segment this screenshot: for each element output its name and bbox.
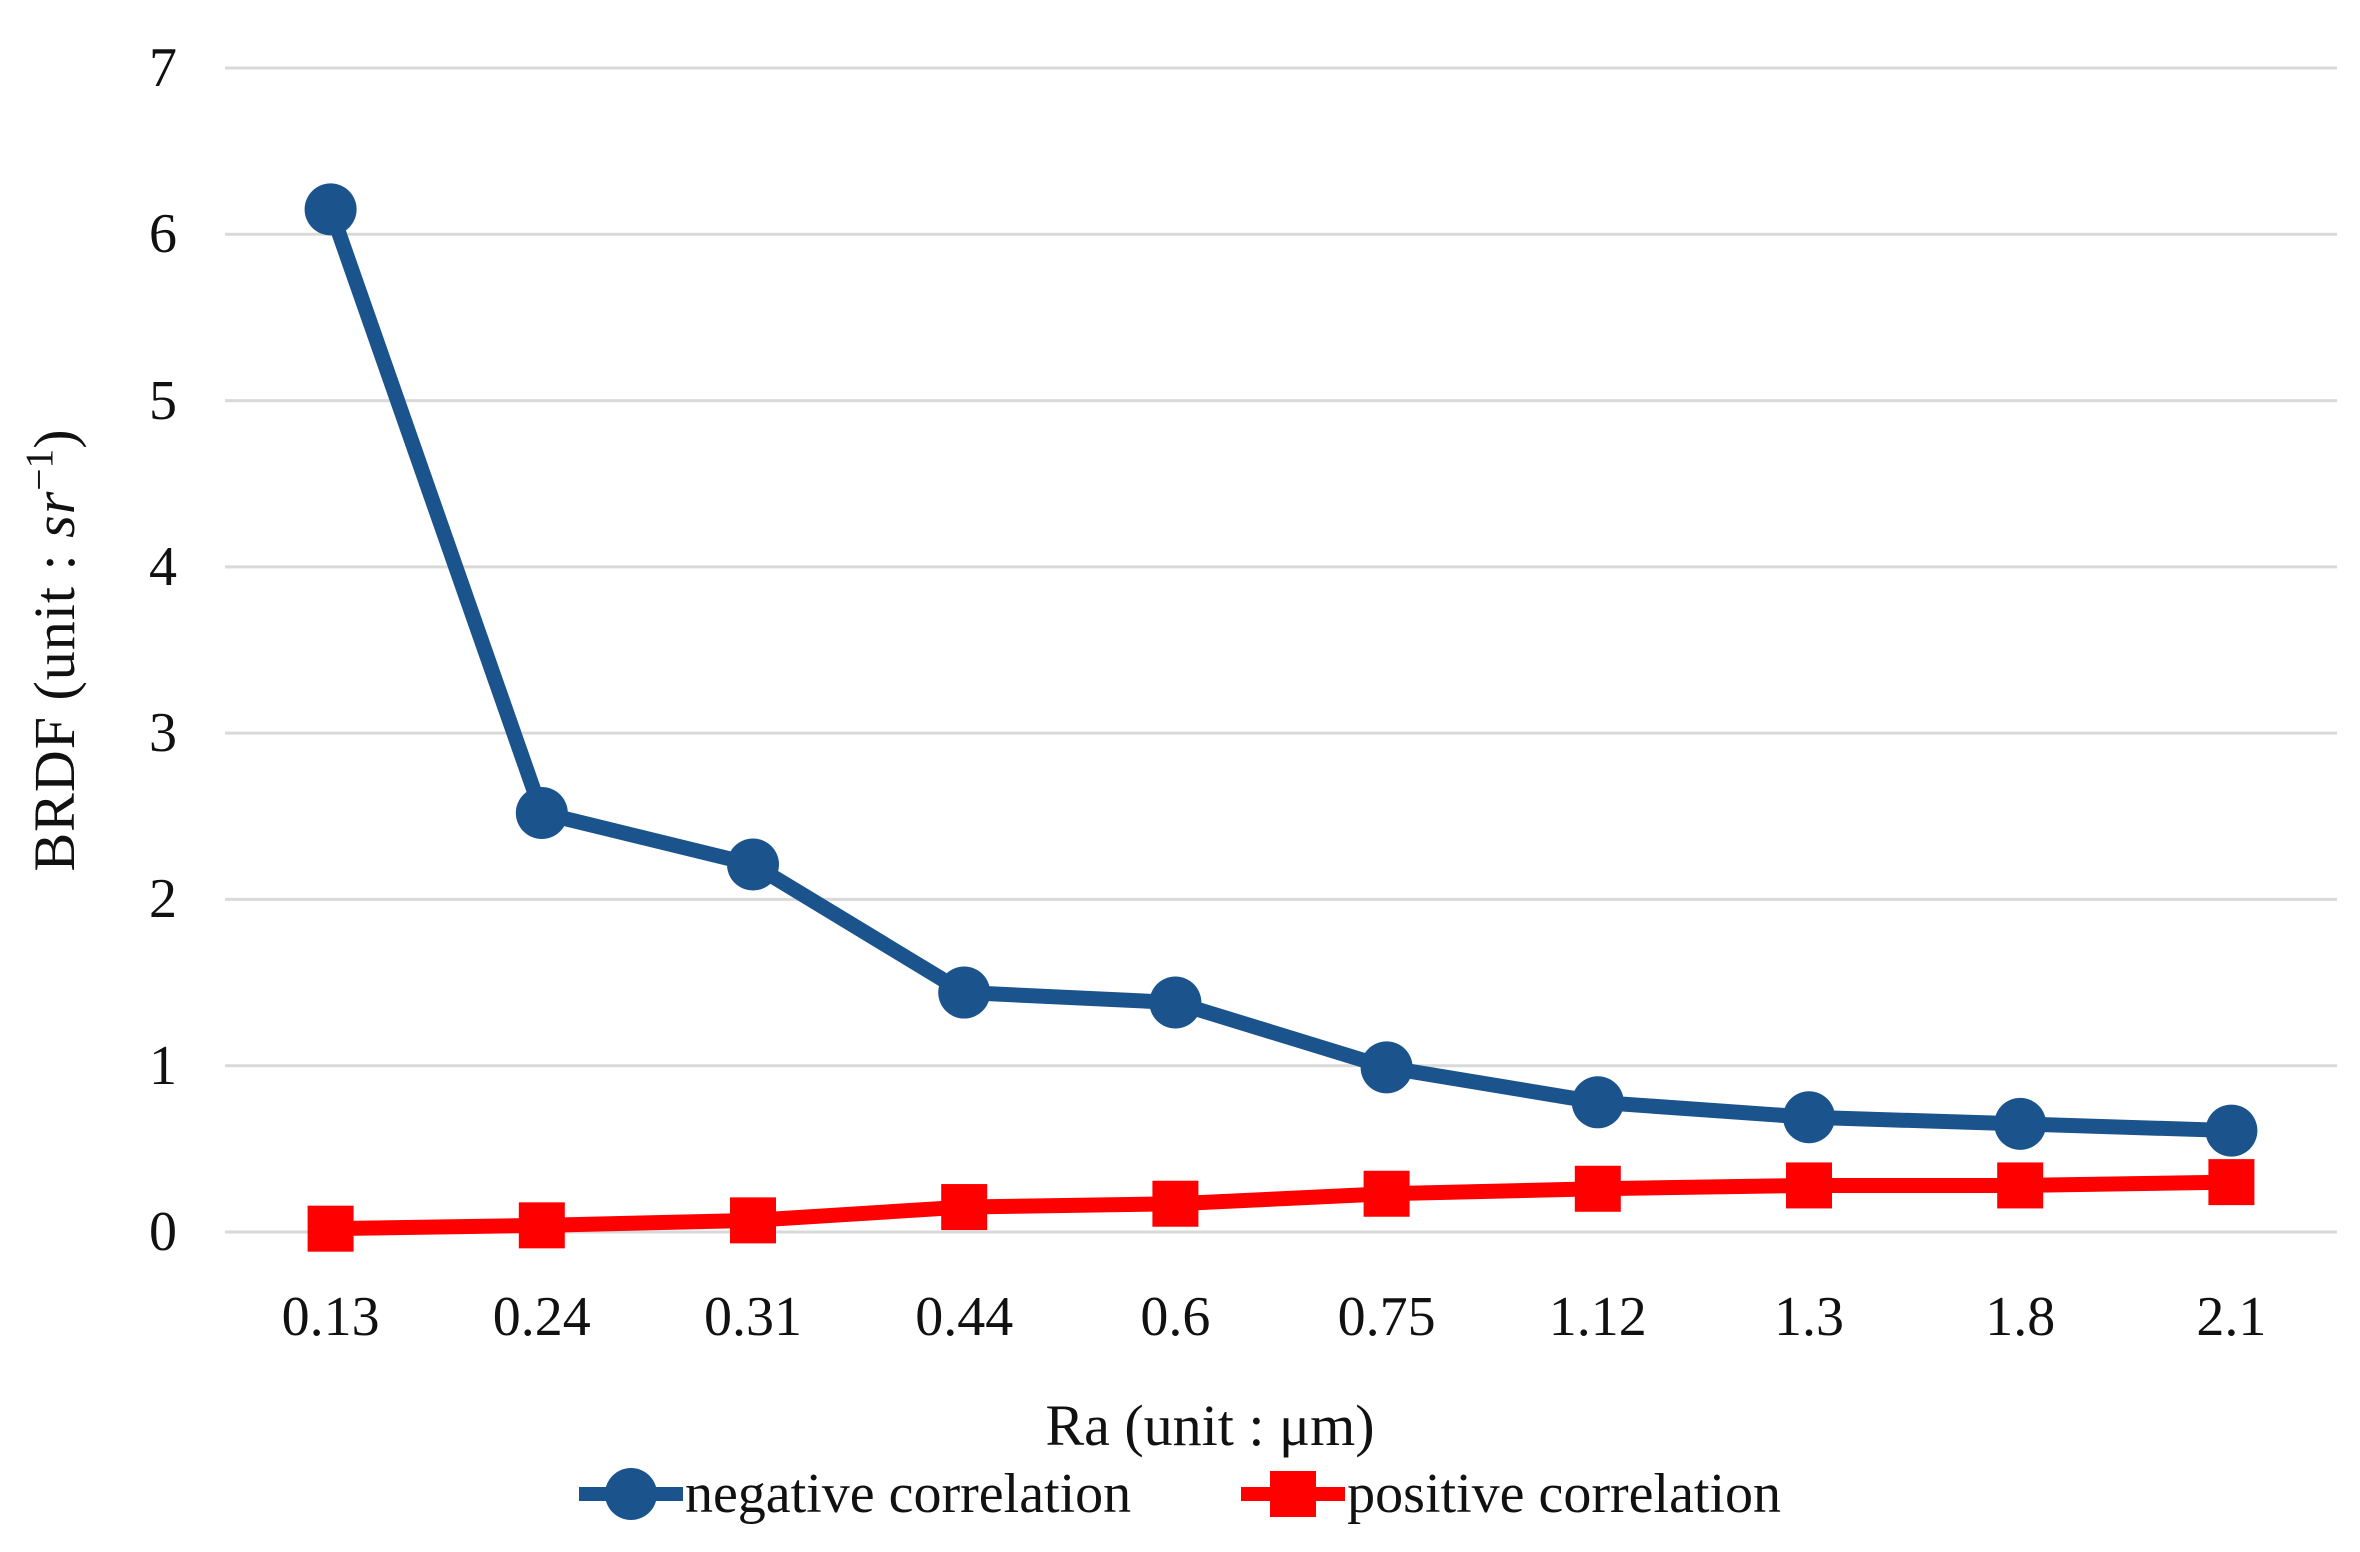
data-point-negative-0.24 <box>515 786 568 839</box>
line-circle-marker-icon <box>578 1468 683 1520</box>
data-point-positive-2.1 <box>2208 1159 2255 1206</box>
data-point-negative-1.12 <box>1571 1076 1624 1129</box>
y-axis-title-text: BRDF (unit : <box>21 537 87 872</box>
series-line-positive <box>323 1174 2239 1237</box>
y-axis-title: BRDF (unit : sr−1) <box>16 428 88 871</box>
data-point-positive-0.13 <box>307 1205 354 1252</box>
data-point-negative-1.3 <box>1783 1091 1835 1144</box>
data-point-positive-1.12 <box>1574 1165 1621 1212</box>
line-square-marker-icon <box>1241 1471 1346 1517</box>
data-point-negative-2.1 <box>2205 1104 2258 1157</box>
data-point-positive-0.75 <box>1363 1170 1410 1217</box>
data-point-positive-0.31 <box>730 1197 776 1244</box>
data-point-negative-1.8 <box>1994 1097 2047 1150</box>
data-point-negative-0.13 <box>304 183 357 236</box>
data-point-negative-0.44 <box>938 966 991 1019</box>
data-point-positive-0.6 <box>1152 1180 1199 1227</box>
legend-item-positive-correlation: positive correlation <box>1241 1462 1781 1526</box>
y-axis-title-unit: sr <box>21 490 87 538</box>
series-line-negative <box>323 201 2239 1139</box>
legend-label-positive-correlation: positive correlation <box>1347 1463 1782 1525</box>
y-axis-title-exponent: −1 <box>17 448 62 491</box>
data-point-negative-0.75 <box>1360 1041 1413 1094</box>
y-axis-title-close: ) <box>21 428 87 449</box>
data-point-positive-1.8 <box>1997 1162 2044 1209</box>
data-point-positive-0.24 <box>518 1202 565 1249</box>
x-axis-title: Ra (unit : μm) <box>1045 1393 1375 1458</box>
data-point-negative-0.31 <box>727 838 779 891</box>
legend-item-negative-correlation: negative correlation <box>578 1462 1132 1526</box>
data-point-positive-0.44 <box>941 1184 988 1231</box>
data-point-negative-0.6 <box>1149 976 1202 1029</box>
legend-label-negative-correlation: negative correlation <box>684 1463 1132 1525</box>
data-point-positive-1.3 <box>1786 1162 1832 1209</box>
chart-legend: negative correlation positive correlatio… <box>0 1462 2360 1526</box>
